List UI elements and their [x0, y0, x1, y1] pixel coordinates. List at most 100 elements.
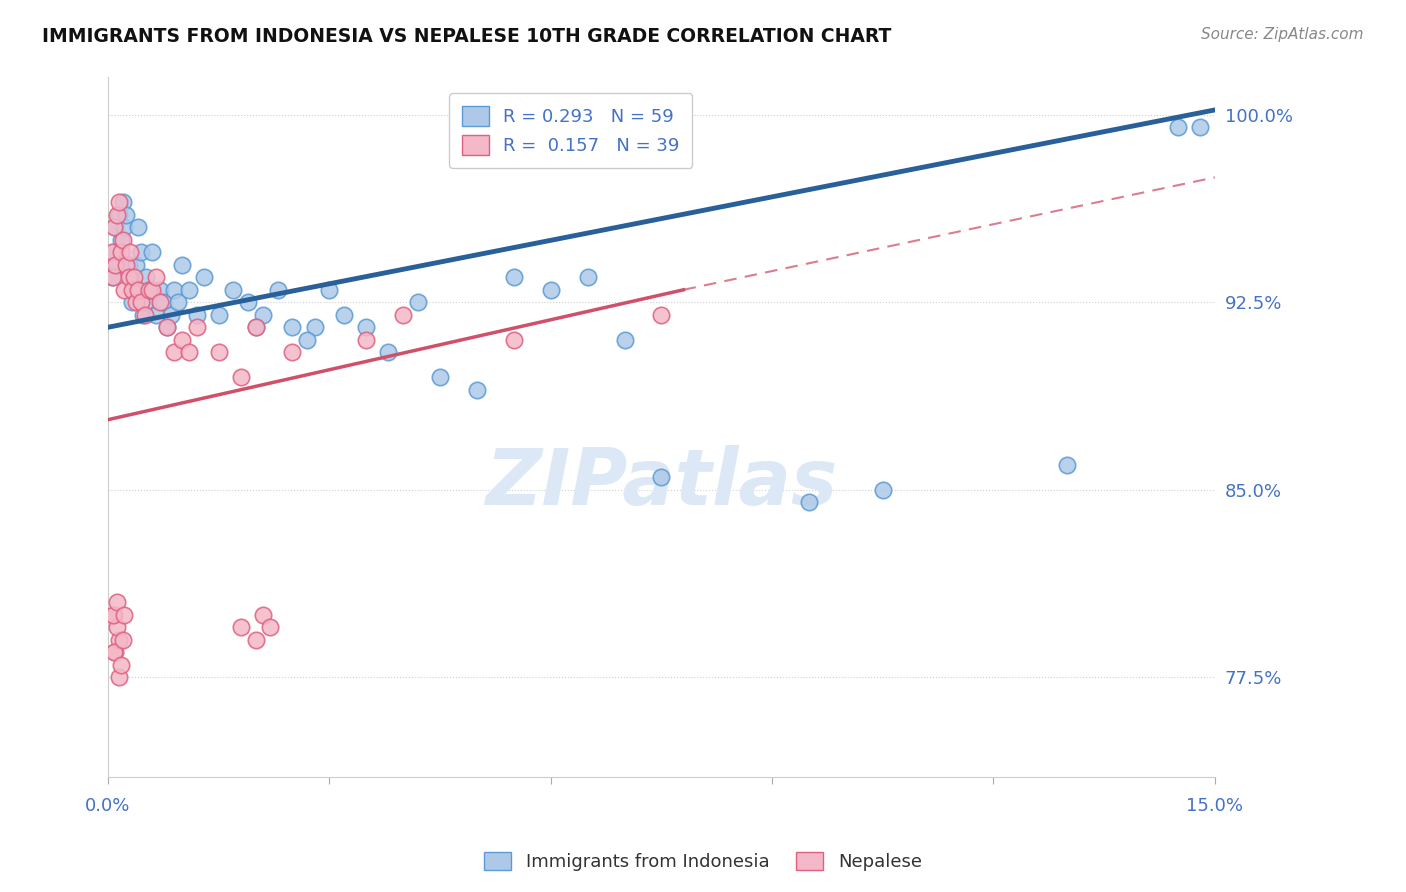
Point: [132, 308, 155, 322]
Point: [104, 220, 127, 235]
Point: [252, 607, 274, 622]
Point: [145, 270, 167, 285]
Point: [120, 270, 142, 285]
Point: [125, 295, 148, 310]
Point: [406, 295, 429, 310]
Point: [186, 320, 208, 334]
Point: [141, 283, 163, 297]
Point: [465, 383, 488, 397]
Point: [229, 620, 252, 634]
Point: [245, 632, 267, 647]
Point: [245, 320, 267, 334]
Point: [121, 295, 143, 310]
Point: [103, 607, 125, 622]
Point: [122, 283, 145, 297]
Point: [103, 245, 125, 260]
Text: IMMIGRANTS FROM INDONESIA VS NEPALESE 10TH GRADE CORRELATION CHART: IMMIGRANTS FROM INDONESIA VS NEPALESE 10…: [42, 27, 891, 45]
Point: [163, 345, 186, 359]
Point: [872, 483, 894, 497]
Point: [128, 283, 150, 297]
Point: [100, 245, 122, 260]
Point: [650, 470, 672, 484]
Text: ZIPatlas: ZIPatlas: [485, 445, 838, 521]
Legend: Immigrants from Indonesia, Nepalese: Immigrants from Indonesia, Nepalese: [477, 845, 929, 879]
Text: Source: ZipAtlas.com: Source: ZipAtlas.com: [1201, 27, 1364, 42]
Point: [613, 333, 636, 347]
Point: [245, 320, 267, 334]
Point: [179, 283, 201, 297]
Point: [156, 320, 179, 334]
Point: [104, 645, 127, 659]
Point: [110, 245, 132, 260]
Point: [138, 283, 160, 297]
Point: [111, 233, 134, 247]
Point: [163, 283, 186, 297]
Point: [127, 283, 149, 297]
Point: [259, 620, 281, 634]
Point: [100, 270, 122, 285]
Point: [115, 208, 138, 222]
Point: [103, 220, 125, 235]
Point: [149, 283, 172, 297]
Point: [101, 270, 124, 285]
Point: [110, 657, 132, 672]
Point: [222, 283, 245, 297]
Point: [267, 283, 290, 297]
Point: [576, 270, 599, 285]
Point: [156, 320, 179, 334]
Point: [141, 245, 163, 260]
Point: [252, 308, 274, 322]
Point: [120, 245, 142, 260]
Point: [797, 495, 820, 509]
Point: [118, 258, 141, 272]
Point: [122, 270, 145, 285]
Point: [105, 208, 128, 222]
Point: [105, 595, 128, 609]
Point: [333, 308, 356, 322]
Point: [134, 308, 156, 322]
Point: [193, 270, 215, 285]
Point: [101, 607, 124, 622]
Point: [127, 220, 149, 235]
Point: [1167, 120, 1189, 135]
Point: [135, 270, 157, 285]
Point: [354, 333, 377, 347]
Point: [108, 195, 131, 210]
Point: [170, 258, 193, 272]
Point: [170, 333, 193, 347]
Point: [502, 270, 524, 285]
Point: [115, 258, 138, 272]
Point: [297, 333, 319, 347]
Point: [110, 233, 132, 247]
Point: [108, 632, 131, 647]
Point: [354, 320, 377, 334]
Point: [208, 308, 231, 322]
Point: [208, 345, 231, 359]
Text: 15.0%: 15.0%: [1187, 797, 1243, 815]
Point: [121, 283, 143, 297]
Point: [108, 208, 131, 222]
Point: [502, 333, 524, 347]
Point: [392, 308, 415, 322]
Point: [149, 295, 172, 310]
Point: [138, 283, 160, 297]
Point: [134, 295, 156, 310]
Point: [229, 370, 252, 384]
Point: [179, 345, 201, 359]
Point: [145, 308, 167, 322]
Point: [111, 195, 134, 210]
Point: [281, 345, 304, 359]
Point: [112, 220, 135, 235]
Point: [112, 283, 135, 297]
Point: [429, 370, 451, 384]
Point: [125, 258, 148, 272]
Text: 0.0%: 0.0%: [86, 797, 131, 815]
Point: [105, 258, 128, 272]
Point: [281, 320, 304, 334]
Point: [1189, 120, 1212, 135]
Point: [377, 345, 399, 359]
Point: [129, 295, 152, 310]
Point: [167, 295, 190, 310]
Point: [152, 295, 174, 310]
Point: [129, 245, 152, 260]
